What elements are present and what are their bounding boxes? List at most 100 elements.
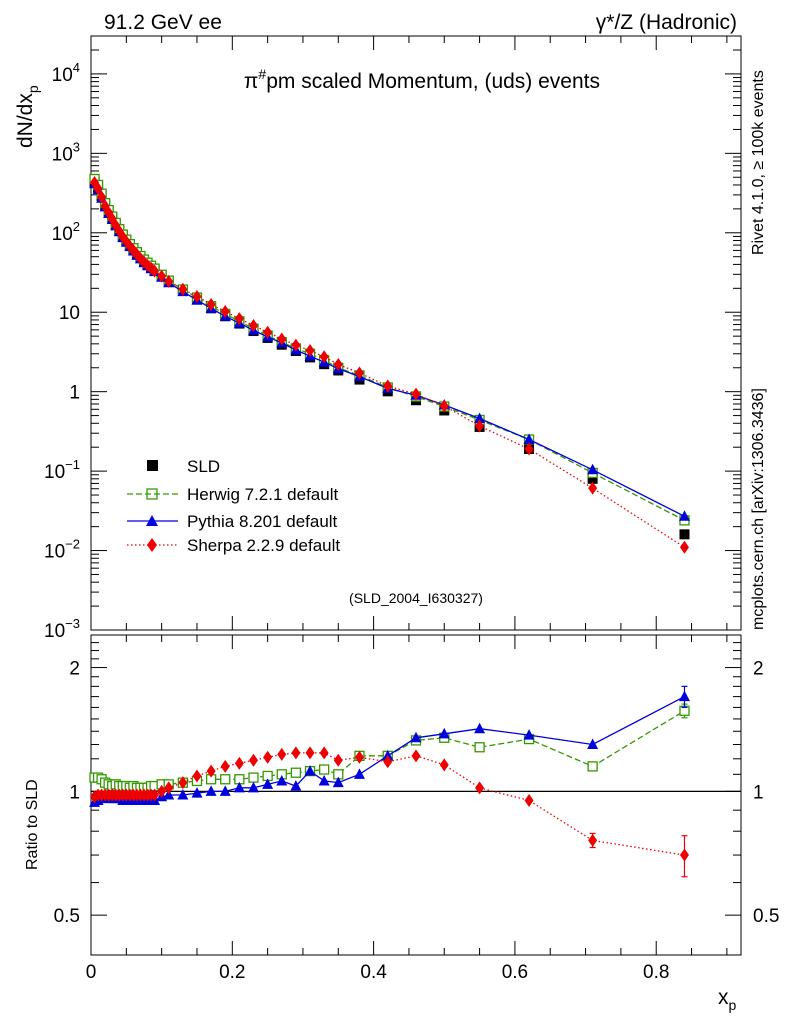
- ratio-point-pythia: [262, 778, 274, 789]
- main-y-tick-label-base: 10: [52, 65, 73, 86]
- process-label: γ*/Z (Hadronic): [596, 11, 737, 34]
- mcplots-label: mcplots.cern.ch [arXiv:1306.3436]: [750, 388, 767, 630]
- ratio-point-pythia: [353, 768, 365, 779]
- ratio-series-layer: [89, 685, 741, 878]
- energy-label: 91.2 GeV ee: [104, 11, 222, 34]
- ratio-point-sherpa: [150, 788, 160, 802]
- main-series-herwig: [89, 173, 690, 526]
- main-y-tick-label-base: 1: [69, 383, 80, 404]
- ratio-point-pythia: [233, 781, 245, 793]
- ratio-panel: 0.5 0.5 1 1 2 2 0 0.2 0.4 0.6 0.8 Ratio to SLD xp: [24, 634, 780, 1013]
- ratio-point-sherpa: [439, 758, 449, 772]
- main-y-axis-label: dN/dxp: [14, 85, 41, 148]
- ratio-point-pythia: [678, 690, 690, 702]
- main-point-sherpa: [319, 350, 329, 364]
- main-point-sherpa: [277, 332, 287, 346]
- main-y-tick-label-base: 10: [52, 224, 73, 245]
- main-point-sherpa: [411, 387, 421, 401]
- main-y-tick-label-base: 10: [44, 621, 65, 642]
- ratio-point-sherpa: [333, 753, 343, 767]
- ratio-point-sherpa: [383, 755, 393, 769]
- legend-entry-sld: SLD: [147, 457, 220, 476]
- ratio-point-sherpa: [263, 750, 273, 764]
- ratio-y-tick-label: 0.5: [54, 906, 80, 927]
- ratio-point-pythia: [205, 785, 217, 796]
- main-point-sherpa: [263, 325, 273, 339]
- legend: SLD Herwig 7.2.1 default Pythia 8.201 de…: [127, 457, 340, 555]
- legend-label-sld: SLD: [187, 457, 220, 476]
- ratio-point-pythia: [276, 774, 288, 786]
- ratio-point-sherpa: [206, 764, 216, 778]
- ratio-point-herwig: [474, 742, 485, 753]
- ratio-point-sherpa: [524, 794, 534, 808]
- main-series-pythia: [89, 177, 690, 521]
- ratio-point-herwig: [319, 764, 330, 775]
- ratio-point-pythia: [474, 722, 486, 734]
- main-y-tick-label: 10: [59, 303, 80, 324]
- ratio-y-tick-labels: 0.5 0.5 1 1 2 2: [54, 659, 780, 928]
- ratio-point-pythia: [410, 731, 422, 743]
- rivet-version-label: Rivet 4.1.0, ≥ 100k events: [750, 70, 767, 255]
- main-point-sherpa: [588, 481, 598, 495]
- main-y-tick-label: 10−3: [44, 616, 80, 642]
- main-line-herwig: [93, 178, 685, 521]
- main-point-sherpa: [475, 419, 485, 433]
- main-point-sherpa: [132, 247, 142, 261]
- main-y-tick-label-exponent: −1: [65, 457, 80, 472]
- main-point-sld: [679, 529, 690, 540]
- ratio-point-pythia: [304, 765, 316, 776]
- ratio-point-sherpa: [164, 781, 174, 795]
- ratio-point-sherpa: [157, 784, 167, 798]
- main-point-sherpa: [178, 282, 188, 296]
- main-point-pythia: [474, 412, 486, 423]
- ratio-axis-ticks: [90, 634, 741, 956]
- ratio-series-herwig: [89, 703, 690, 793]
- main-point-pythia: [587, 463, 599, 475]
- main-point-sherpa: [249, 319, 258, 333]
- main-title: π#pm scaled Momentum, (uds) events: [244, 66, 600, 93]
- legend-marker-sherpa: [147, 538, 157, 552]
- main-point-sherpa: [354, 366, 364, 380]
- main-point-sherpa: [192, 289, 202, 303]
- main-line-pythia: [93, 183, 685, 517]
- main-series-layer: [89, 173, 690, 554]
- main-frame: [90, 35, 742, 631]
- main-series-sld: [89, 176, 690, 540]
- ratio-point-sherpa: [291, 746, 301, 760]
- main-point-sherpa: [291, 338, 301, 352]
- legend-marker-pythia: [146, 515, 158, 526]
- main-point-sherpa: [157, 269, 167, 283]
- main-point-sherpa: [97, 190, 107, 204]
- legend-entry-sherpa: Sherpa 2.2.9 default: [127, 536, 340, 555]
- ratio-point-pythia: [248, 781, 259, 793]
- ratio-point-sherpa: [679, 848, 689, 862]
- legend-entry-herwig: Herwig 7.2.1 default: [127, 485, 338, 504]
- main-y-tick-label-exponent: 3: [73, 139, 80, 154]
- legend-label-herwig: Herwig 7.2.1 default: [187, 485, 338, 504]
- main-y-tick-label-base: 10: [44, 462, 65, 483]
- ratio-y-tick-label-right: 0.5: [753, 906, 779, 927]
- main-line-sherpa: [93, 182, 685, 548]
- legend-entry-pythia: Pythia 8.201 default: [127, 512, 338, 531]
- x-tick-label: 0.8: [643, 962, 669, 983]
- ratio-point-sherpa: [178, 776, 188, 790]
- ratio-point-sherpa: [220, 759, 230, 773]
- main-point-sld: [587, 473, 598, 484]
- main-y-tick-label-exponent: 2: [73, 219, 80, 234]
- main-y-tick-label: 102: [52, 219, 80, 245]
- ratio-point-sherpa: [588, 833, 598, 847]
- ratio-point-sherpa: [411, 749, 421, 763]
- x-tick-labels: 0 0.2 0.4 0.6 0.8: [86, 962, 670, 983]
- x-tick-label: 0.2: [219, 962, 245, 983]
- main-y-tick-label-base: 10: [44, 542, 65, 563]
- ratio-point-sherpa: [475, 781, 485, 795]
- ratio-point-herwig: [248, 772, 259, 783]
- main-point-sherpa: [93, 182, 103, 196]
- main-y-tick-label-exponent: −3: [65, 616, 80, 631]
- main-point-sherpa: [234, 312, 244, 326]
- ratio-point-sherpa: [192, 769, 202, 783]
- main-y-tick-label-exponent: 4: [73, 60, 80, 75]
